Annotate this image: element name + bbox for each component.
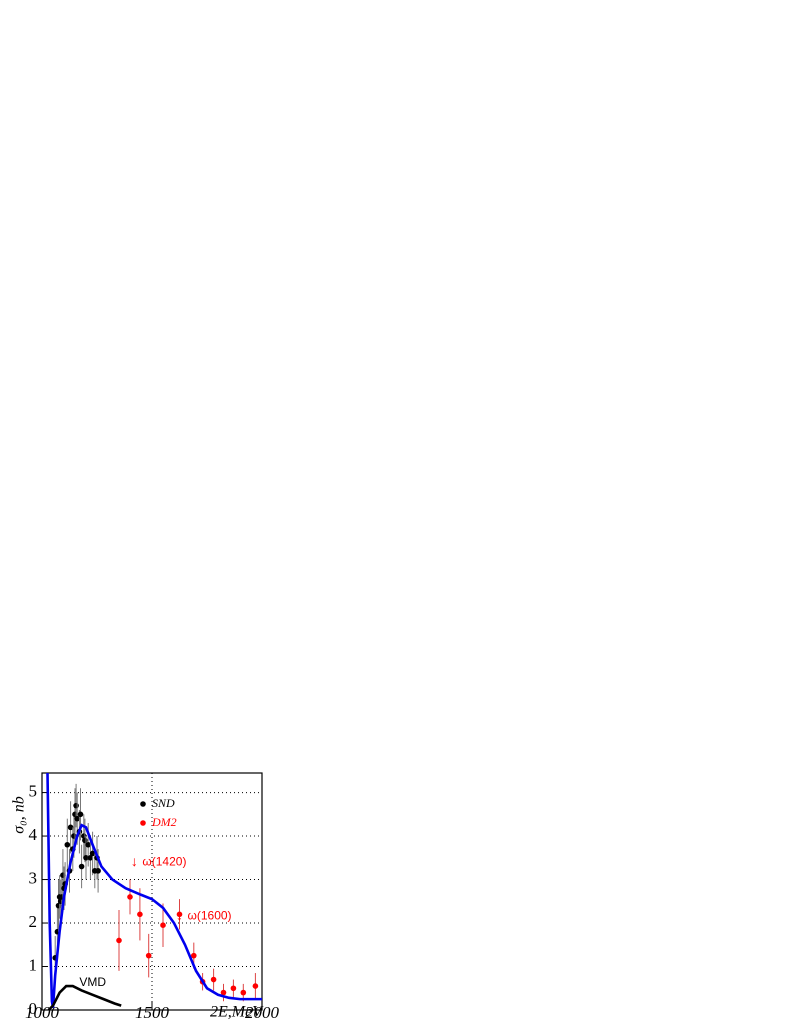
curve — [46, 772, 262, 1009]
data-point — [85, 841, 91, 848]
legend-label: DM2 — [151, 815, 177, 829]
data-point — [137, 911, 143, 918]
data-point — [230, 985, 237, 992]
y-tick-label: 2 — [29, 912, 38, 931]
data-point — [191, 952, 197, 959]
data-point — [74, 815, 80, 822]
y-tick-label: 3 — [29, 868, 38, 887]
legend-marker — [140, 801, 146, 807]
data-point — [210, 976, 217, 983]
data-point — [67, 824, 74, 831]
data-point — [176, 911, 183, 918]
annotation: VMD — [79, 975, 106, 989]
x-axis-label: 2E,MeV — [210, 1004, 264, 1021]
data-point — [240, 989, 247, 996]
legend-marker — [140, 820, 146, 826]
data-point — [78, 863, 85, 870]
data-point — [64, 841, 71, 848]
y-tick-label: 4 — [29, 825, 38, 844]
data-point — [83, 854, 89, 861]
annotation-arrow: ↓ — [176, 907, 183, 923]
data-point — [145, 952, 152, 959]
y-tick-label: 5 — [29, 781, 38, 800]
y-tick-label: 1 — [29, 955, 38, 974]
data-point — [252, 983, 259, 989]
data-point — [127, 894, 133, 900]
data-point — [220, 989, 227, 996]
data-point — [87, 854, 94, 861]
legend-label: SND — [152, 796, 175, 810]
annotation-arrow: ↓ — [131, 853, 138, 869]
annotation: ω(1600) — [188, 909, 232, 923]
curve — [47, 984, 122, 1011]
data-point — [73, 802, 79, 809]
data-point — [160, 922, 166, 929]
annotation: ω(1420) — [142, 854, 186, 868]
y-axis-label: σ₀, nb — [11, 796, 28, 833]
data-point — [89, 850, 96, 857]
data-point — [95, 868, 101, 874]
y-tick-label: 0 — [29, 999, 38, 1018]
data-point — [77, 811, 84, 818]
data-point — [116, 937, 122, 944]
x-tick-label: 1500 — [135, 1003, 170, 1021]
x-tick-label: 2000 — [245, 1003, 280, 1021]
